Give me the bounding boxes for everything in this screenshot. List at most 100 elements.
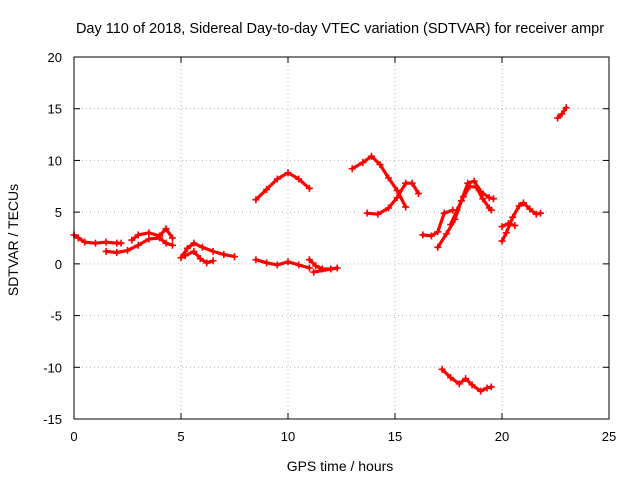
data-point <box>415 190 423 198</box>
series-arc-17 <box>554 104 570 122</box>
data-point <box>134 241 142 249</box>
data-point <box>489 195 497 203</box>
data-point <box>273 261 281 269</box>
data-point <box>209 247 217 255</box>
series-arc-4 <box>177 239 238 262</box>
data-point <box>504 220 512 228</box>
tick-labels: 0 5 10 15 20 25 -15 -10 -5 0 5 10 15 20 <box>43 50 616 444</box>
data-point <box>333 264 341 272</box>
data-point <box>252 196 260 204</box>
data-point <box>284 169 292 177</box>
y-tick-label: 15 <box>48 102 62 117</box>
data-point <box>263 259 271 267</box>
y-tick-label: 10 <box>48 153 62 168</box>
data-point <box>532 210 540 218</box>
series-arc-9 <box>348 152 410 211</box>
data-point <box>81 238 89 246</box>
data-point <box>554 114 562 122</box>
series-arc-8 <box>305 256 341 276</box>
data-series <box>70 104 570 395</box>
data-point <box>472 183 480 191</box>
data-point <box>305 264 313 272</box>
data-point <box>318 265 326 273</box>
series-arc-7 <box>252 256 313 272</box>
data-point <box>312 262 320 270</box>
y-tick-label: 20 <box>48 50 62 65</box>
y-tick-label: -10 <box>43 360 62 375</box>
series-arc-10 <box>363 179 423 218</box>
chart-title: Day 110 of 2018, Sidereal Day-to-day VTE… <box>76 21 604 37</box>
data-point <box>453 206 461 214</box>
series-arc-5 <box>181 247 217 267</box>
y-axis-label: SDTVAR / TECUs <box>5 184 21 296</box>
data-point <box>220 251 228 259</box>
data-point <box>393 194 401 202</box>
data-point <box>485 194 493 202</box>
data-point <box>459 193 467 201</box>
data-point <box>168 241 176 249</box>
series-arc-13 <box>447 182 495 229</box>
series-arc-12 <box>434 177 497 251</box>
data-point <box>470 177 478 185</box>
data-point <box>231 253 238 261</box>
data-point <box>359 158 367 166</box>
data-point <box>91 239 99 247</box>
data-point <box>190 247 198 255</box>
data-point <box>385 174 393 182</box>
data-point <box>519 199 527 207</box>
data-point <box>374 210 382 218</box>
data-point <box>128 236 136 244</box>
data-point <box>462 375 470 383</box>
data-point <box>190 239 198 247</box>
data-point <box>327 265 335 273</box>
y-tick-label: -15 <box>43 412 62 427</box>
data-point <box>177 254 185 262</box>
series-line <box>130 227 174 242</box>
y-tick-label: 0 <box>55 257 62 272</box>
series-line <box>254 171 311 202</box>
data-point <box>305 256 313 264</box>
data-point <box>295 175 303 183</box>
data-point <box>252 256 260 264</box>
x-tick-label: 10 <box>281 429 295 444</box>
data-point <box>183 244 191 252</box>
x-tick-label: 25 <box>602 429 616 444</box>
data-point <box>310 268 318 276</box>
data-point <box>263 185 271 193</box>
data-point <box>156 232 164 240</box>
data-point <box>168 234 176 242</box>
data-point <box>273 175 281 183</box>
data-point <box>74 234 82 242</box>
data-point <box>447 374 455 382</box>
data-point <box>479 195 487 203</box>
plot-frame <box>73 56 610 420</box>
data-point <box>393 186 401 194</box>
axis-ticks <box>73 56 610 420</box>
data-point <box>402 179 410 187</box>
data-point <box>487 383 495 391</box>
data-point <box>102 247 110 255</box>
series-arc-6 <box>252 169 313 204</box>
y-tick-label: 5 <box>55 205 62 220</box>
data-point <box>162 225 170 233</box>
data-point <box>434 243 442 251</box>
data-point <box>134 231 142 239</box>
data-point <box>509 213 517 221</box>
data-point <box>515 202 523 210</box>
x-tick-label: 20 <box>495 429 509 444</box>
series-arc-3 <box>128 225 176 244</box>
data-point <box>558 110 566 118</box>
y-tick-label: -5 <box>50 309 62 324</box>
series-line <box>500 201 543 243</box>
data-point <box>102 238 110 246</box>
x-tick-label: 5 <box>177 429 184 444</box>
data-point <box>442 230 450 238</box>
series-line <box>72 233 123 245</box>
series-arc-16 <box>438 365 495 395</box>
data-point <box>348 165 356 173</box>
data-point <box>498 237 506 245</box>
series-line <box>183 249 215 265</box>
data-point <box>295 261 303 269</box>
data-point <box>483 384 491 392</box>
